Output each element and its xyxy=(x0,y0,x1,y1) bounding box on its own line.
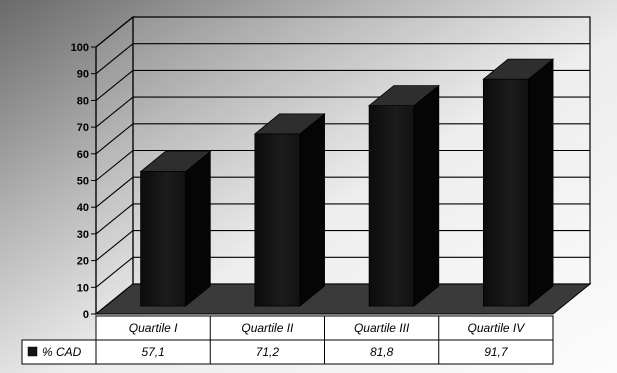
y-tick-label: 0 xyxy=(83,309,89,321)
bar-side xyxy=(413,84,440,307)
category-label: Quartile II xyxy=(241,321,294,335)
bar xyxy=(367,84,440,307)
legend-label: % CAD xyxy=(42,345,82,359)
y-tick-label: 80 xyxy=(77,95,89,107)
legend-swatch xyxy=(27,346,38,357)
bar-top xyxy=(253,113,326,135)
y-tick-label: 20 xyxy=(77,256,89,268)
value-label: 81,8 xyxy=(370,345,394,359)
bar-front xyxy=(254,133,301,307)
bar xyxy=(139,150,212,307)
table-value-row xyxy=(21,339,554,365)
bar-front xyxy=(140,171,187,307)
gridline xyxy=(95,43,590,75)
y-tick-label: 50 xyxy=(77,176,89,188)
bar-front xyxy=(368,105,415,307)
y-tick-label: 90 xyxy=(77,69,89,81)
y-tick-label: 10 xyxy=(77,282,89,294)
bar-side xyxy=(299,113,325,307)
value-label: 71,2 xyxy=(256,345,280,359)
bar xyxy=(482,58,555,307)
value-label: 57,1 xyxy=(141,345,164,359)
bar xyxy=(253,113,326,307)
category-label: Quartile IV xyxy=(468,321,526,335)
bar-top xyxy=(482,58,555,80)
chart-floor xyxy=(94,283,592,315)
bar-side xyxy=(527,58,554,307)
gridline xyxy=(95,16,590,48)
y-tick-label: 30 xyxy=(77,229,89,241)
category-label: Quartile I xyxy=(129,321,178,335)
bar-front xyxy=(482,78,529,307)
value-label: 91,7 xyxy=(484,345,509,359)
bar-side xyxy=(185,150,211,307)
category-label: Quartile III xyxy=(354,321,410,335)
bar-top xyxy=(367,85,440,106)
y-tick-label: 100 xyxy=(71,42,89,54)
y-tick-label: 40 xyxy=(77,202,89,214)
gridline xyxy=(95,69,590,101)
y-tick-label: 60 xyxy=(77,149,89,161)
y-tick-label: 70 xyxy=(77,122,89,134)
bar-top xyxy=(139,151,212,172)
